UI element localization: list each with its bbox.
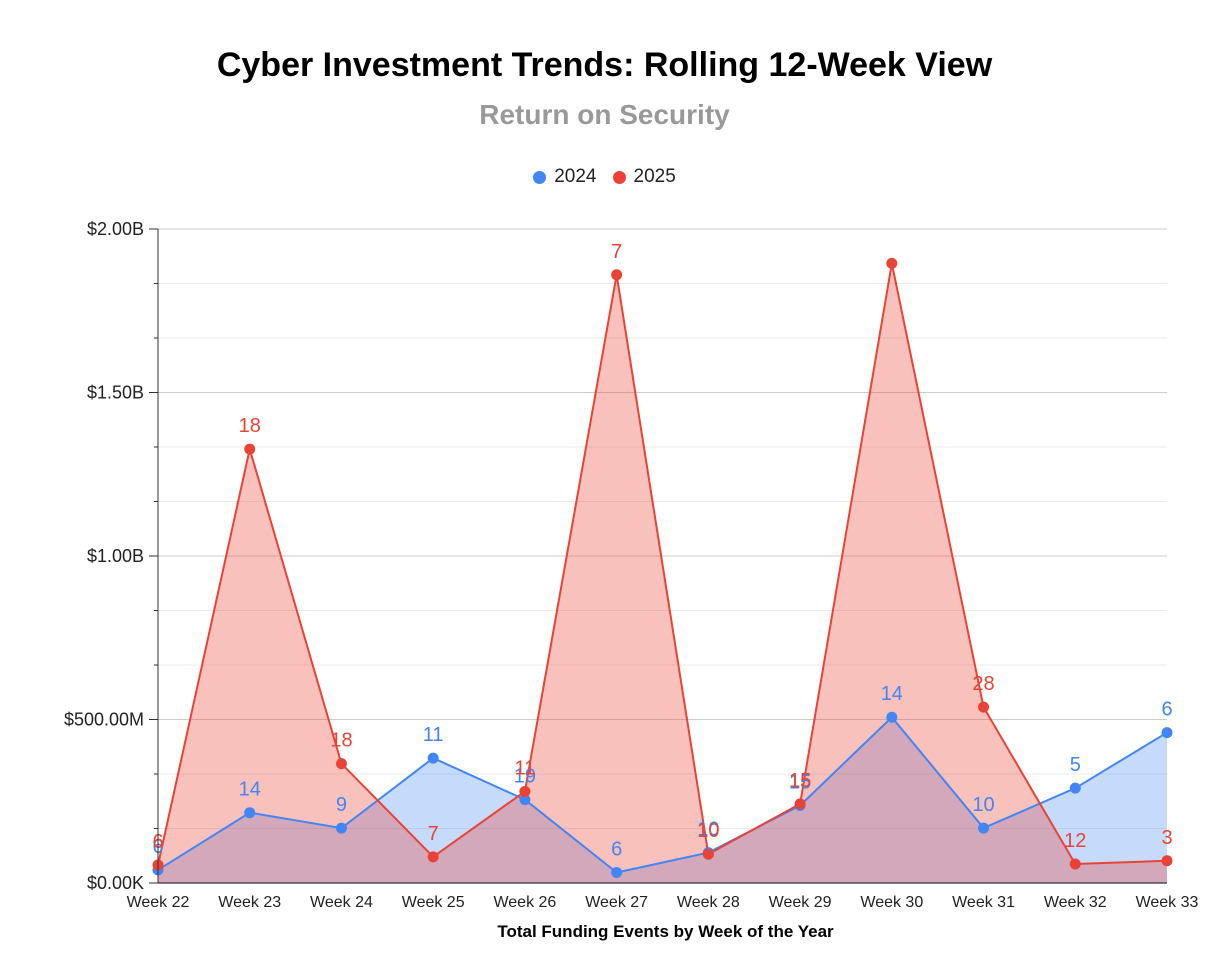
x-tick-label: Week 24 [310, 894, 373, 911]
data-label-2025: 3 [1161, 827, 1172, 849]
data-label-2025: 12 [1064, 830, 1086, 852]
chart-subtitle: Return on Security [479, 99, 730, 130]
y-tick-label: $2.00B [87, 219, 144, 239]
y-tick-label: $500.00M [64, 710, 144, 730]
point-2024[interactable] [886, 711, 898, 723]
point-2025[interactable] [427, 851, 439, 863]
data-label-2025: 15 [789, 770, 811, 792]
chart-title: Cyber Investment Trends: Rolling 12-Week… [216, 46, 993, 84]
x-tick-label: Week 30 [860, 894, 923, 911]
point-2024[interactable] [611, 867, 623, 879]
point-2024[interactable] [335, 822, 347, 834]
point-2025[interactable] [1069, 858, 1081, 870]
legend: 2024 2025 [0, 166, 1209, 188]
legend-item-2025[interactable]: 2025 [612, 166, 676, 188]
point-2025[interactable] [335, 758, 347, 770]
data-label-2024: 6 [611, 839, 622, 861]
y-tick-label: $1.50B [87, 383, 144, 403]
x-axis-title: Total Funding Events by Week of the Year [497, 922, 834, 941]
data-label-2025: 28 [972, 673, 994, 695]
x-tick-label: Week 29 [769, 894, 832, 911]
data-label-2024: 14 [239, 779, 261, 801]
data-label-2024: 14 [881, 683, 903, 705]
point-2024[interactable] [978, 822, 990, 834]
data-label-2024: 11 [423, 724, 444, 746]
data-label-2025: 18 [330, 730, 352, 752]
x-tick-label: Week 26 [493, 894, 556, 911]
point-2025[interactable] [702, 848, 714, 860]
point-2025[interactable] [611, 269, 623, 281]
legend-marker-2024 [533, 170, 547, 184]
area-2025 [158, 263, 1167, 884]
x-tick-label: Week 33 [1136, 894, 1199, 911]
x-tick-label: Week 25 [402, 894, 465, 911]
x-tick-label: Week 27 [585, 894, 648, 911]
point-2025[interactable] [978, 701, 990, 713]
point-2024[interactable] [427, 752, 439, 764]
point-2025[interactable] [794, 798, 806, 810]
data-label-2024: 15 [789, 772, 811, 794]
legend-label-2025: 2025 [633, 166, 676, 187]
data-label-2024: 5 [1070, 754, 1081, 776]
data-label-2024: 10 [697, 819, 719, 841]
legend-label-2024: 2024 [554, 166, 597, 187]
point-2024[interactable] [1161, 727, 1173, 739]
point-2024[interactable] [244, 807, 256, 819]
x-tick-label: Week 28 [677, 894, 740, 911]
data-label-2024: 9 [336, 794, 347, 816]
point-2024[interactable] [519, 794, 531, 806]
legend-marker-2025 [612, 170, 626, 184]
data-label-2025: 7 [611, 241, 622, 263]
x-tick-label: Week 31 [952, 894, 1015, 911]
line-2024 [157, 715, 1168, 874]
data-label-2025: 10 [697, 820, 719, 842]
x-tick-label: Week 23 [218, 894, 281, 911]
legend-item-2024[interactable]: 2024 [533, 166, 597, 188]
point-2025[interactable] [1161, 855, 1173, 867]
point-2025[interactable] [886, 257, 898, 269]
data-label-2025: 7 [428, 823, 439, 845]
area-2024 [158, 717, 1167, 883]
x-tick-label: Week 32 [1044, 894, 1107, 911]
point-2025[interactable] [519, 785, 531, 797]
line-2025 [157, 263, 1168, 866]
y-tick-label: $0.00K [87, 873, 144, 893]
data-label-2025: 11 [515, 757, 536, 779]
data-label-2024: 19 [514, 766, 536, 788]
point-2024[interactable] [1069, 782, 1081, 794]
data-label-2024: 6 [1161, 699, 1172, 721]
data-label-2025: 18 [239, 415, 261, 437]
x-tick-label: Week 22 [127, 894, 190, 911]
y-tick-label: $1.00B [87, 546, 144, 566]
point-2025[interactable] [244, 443, 256, 455]
data-label-2024: 10 [972, 794, 994, 816]
